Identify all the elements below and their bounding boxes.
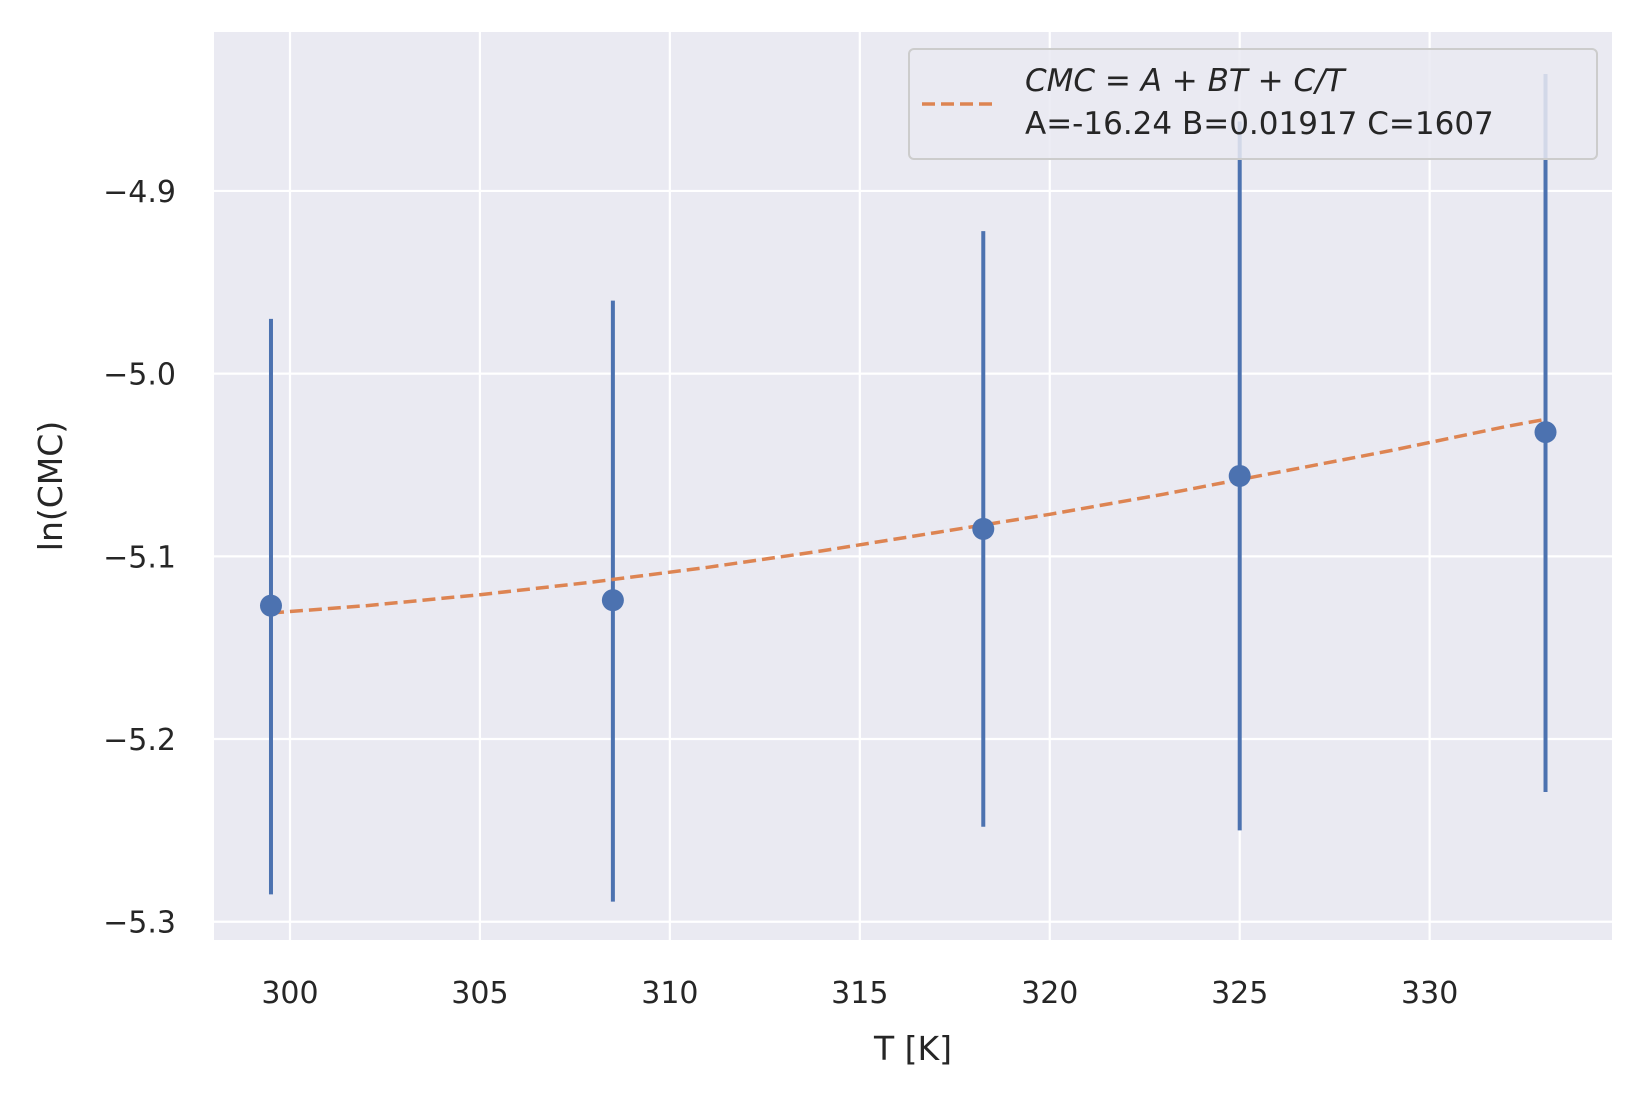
data-point bbox=[972, 517, 995, 540]
x-tick-label: 310 bbox=[641, 976, 698, 1011]
data-point bbox=[259, 594, 282, 617]
x-tick-label: 315 bbox=[831, 976, 888, 1011]
legend-box bbox=[908, 48, 1598, 160]
y-axis-label: ln(CMC) bbox=[31, 421, 70, 551]
y-tick-label: −5.3 bbox=[103, 906, 176, 941]
y-tick-label: −5.1 bbox=[103, 540, 176, 575]
data-points bbox=[259, 421, 1557, 617]
x-tick-labels: 300 305 310 315 320 325 330 bbox=[261, 976, 1458, 1011]
x-tick-label: 305 bbox=[451, 976, 508, 1011]
legend: CMC = A + BT + C/T A=-16.24 B=0.01917 C=… bbox=[908, 48, 1598, 160]
x-axis-label: T [K] bbox=[873, 1029, 952, 1068]
x-tick-label: 325 bbox=[1211, 976, 1268, 1011]
y-tick-label: −4.9 bbox=[103, 175, 176, 210]
data-point bbox=[1534, 421, 1557, 444]
x-tick-label: 300 bbox=[261, 976, 318, 1011]
y-tick-label: −5.2 bbox=[103, 723, 176, 758]
data-point bbox=[1228, 464, 1251, 487]
fit-line bbox=[270, 417, 1546, 615]
legend-fit-params: A=-16.24 B=0.01917 C=1607 bbox=[1025, 106, 1494, 142]
legend-fit-formula: CMC = A + BT + C/T bbox=[1025, 63, 1347, 99]
y-tick-labels: −5.3 −5.2 −5.1 −5.0 −4.9 bbox=[103, 175, 176, 941]
x-tick-label: 320 bbox=[1021, 976, 1078, 1011]
data-point bbox=[601, 589, 624, 612]
y-tick-label: −5.0 bbox=[103, 358, 176, 393]
x-tick-label: 330 bbox=[1401, 976, 1458, 1011]
plot-background bbox=[214, 32, 1612, 940]
